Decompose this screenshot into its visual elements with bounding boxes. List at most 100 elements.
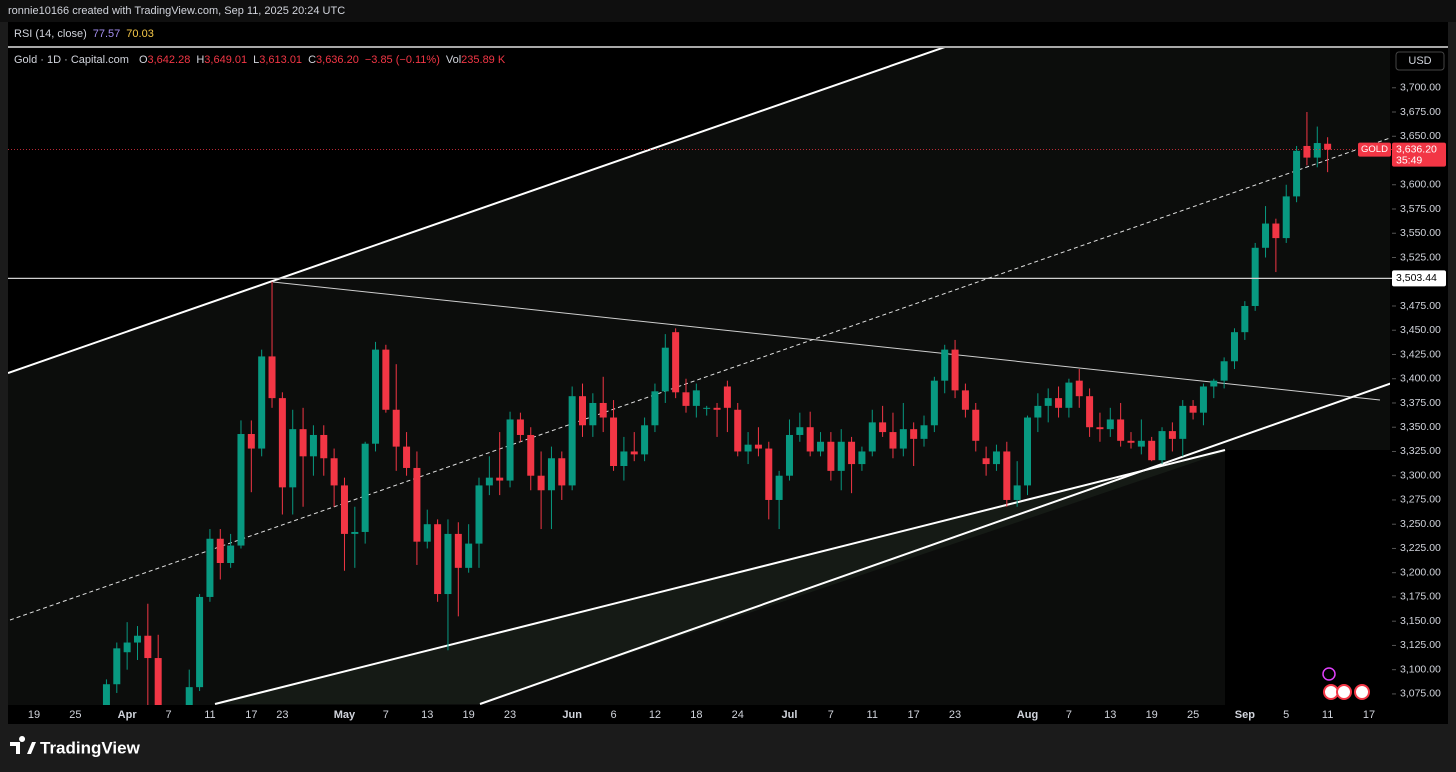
y-tick-label: 3,700.00 (1400, 82, 1441, 94)
indicator-pane (8, 22, 1448, 46)
candle-body (1293, 150, 1301, 197)
candle-body (723, 386, 731, 408)
legend-value: 3,613.01 (259, 54, 302, 66)
y-tick-label: 3,675.00 (1400, 106, 1441, 118)
y-tick-label: 3,575.00 (1400, 203, 1441, 215)
legend-key: H (196, 54, 204, 66)
candle-body (496, 477, 504, 481)
header-bar (0, 0, 1456, 22)
candle-body (817, 441, 825, 452)
candle-body (1117, 419, 1125, 441)
candle-body (672, 332, 680, 393)
candle-body (1324, 143, 1332, 150)
candle-body (444, 533, 452, 595)
symbol-label: GOLD (1361, 144, 1388, 155)
candle-body (1106, 419, 1114, 430)
candle-body (237, 434, 245, 546)
candle-body (1137, 440, 1145, 447)
logo-mark (10, 736, 36, 754)
indicator-icons (1322, 667, 1370, 700)
y-tick-label: 3,550.00 (1400, 227, 1441, 239)
x-tick-label: 23 (276, 709, 288, 721)
candle-body (879, 422, 887, 433)
x-tick-label: 19 (28, 709, 40, 721)
legend-key: O (139, 54, 148, 66)
candle-body (899, 429, 907, 449)
candle-body (744, 444, 752, 452)
candle-body (465, 543, 473, 568)
legend-change: −3.85 (−0.11%) (365, 54, 440, 66)
countdown: 35:49 (1396, 154, 1422, 166)
candle-body (620, 451, 628, 467)
price-badge (1392, 270, 1446, 287)
x-tick-label: 19 (463, 709, 475, 721)
candle-body (320, 434, 328, 459)
candle-body (806, 427, 814, 452)
candle-body (972, 409, 980, 441)
candle-body (102, 684, 110, 705)
candle-body (1313, 143, 1321, 158)
trend-line (479, 382, 1390, 705)
candle-body (330, 458, 338, 486)
candle-body (361, 443, 369, 532)
currency-box[interactable] (1395, 51, 1445, 71)
candle-body (754, 444, 762, 449)
candle-body (133, 635, 141, 643)
symbol-legend: Gold · 1D · Capital.com O3,642.28 H3,649.0… (14, 54, 506, 66)
y-tick-label: 3,125.00 (1400, 639, 1441, 651)
candle-body (1075, 380, 1083, 397)
y-tick-label: 3,400.00 (1400, 373, 1441, 385)
candle-body (848, 441, 856, 465)
x-tick-label: 24 (732, 709, 744, 721)
candle-body (1179, 405, 1187, 439)
x-tick-label: 6 (610, 709, 616, 721)
candle-body (703, 407, 711, 409)
candle-body (734, 409, 742, 452)
candle-body (351, 531, 359, 534)
trend-line (214, 449, 1226, 705)
x-tick-label: 7 (1066, 709, 1072, 721)
x-tick-label: 17 (1363, 709, 1375, 721)
x-tick-label: 18 (690, 709, 702, 721)
candle-body (1034, 405, 1042, 418)
candle-body (992, 451, 1000, 465)
price-label: 3,503.44 (1396, 272, 1437, 284)
y-tick-label: 3,450.00 (1400, 324, 1441, 336)
x-tick-label: 11 (867, 709, 878, 721)
candle-body (423, 524, 431, 542)
candle-body (454, 533, 462, 568)
candle-body (1096, 427, 1104, 430)
x-tick-label: 25 (69, 709, 81, 721)
candle-body (961, 390, 969, 410)
candle-body (1220, 361, 1228, 381)
channel-fill (8, 48, 1390, 705)
candle-body (578, 396, 586, 426)
icon (1322, 667, 1336, 681)
x-tick-label: 25 (1187, 709, 1199, 721)
candle-body (910, 429, 918, 439)
legend-key: L (253, 54, 259, 66)
candle-body (382, 349, 390, 410)
y-tick-label: 3,150.00 (1400, 615, 1441, 627)
brand-logo (10, 736, 36, 754)
candle-body (868, 422, 876, 452)
candle-body (1262, 223, 1270, 248)
legend-key: C (308, 54, 316, 66)
legend-value: 3,649.01 (204, 54, 247, 66)
candle-body (1303, 145, 1311, 158)
brand-name: TradingView (40, 738, 141, 757)
trend-line (8, 48, 946, 374)
candle-body (309, 434, 317, 457)
candle-body (1210, 380, 1218, 387)
candle-body (951, 349, 959, 391)
candle-body (692, 390, 700, 406)
candle-body (1044, 398, 1052, 406)
x-tick-label: 13 (421, 709, 433, 721)
candle-body (206, 538, 214, 597)
symbol-badge (1358, 142, 1391, 157)
candle-body (941, 349, 949, 381)
icon (1336, 684, 1352, 700)
x-tick-label: Jun (562, 709, 582, 721)
y-tick-label: 3,325.00 (1400, 445, 1441, 457)
